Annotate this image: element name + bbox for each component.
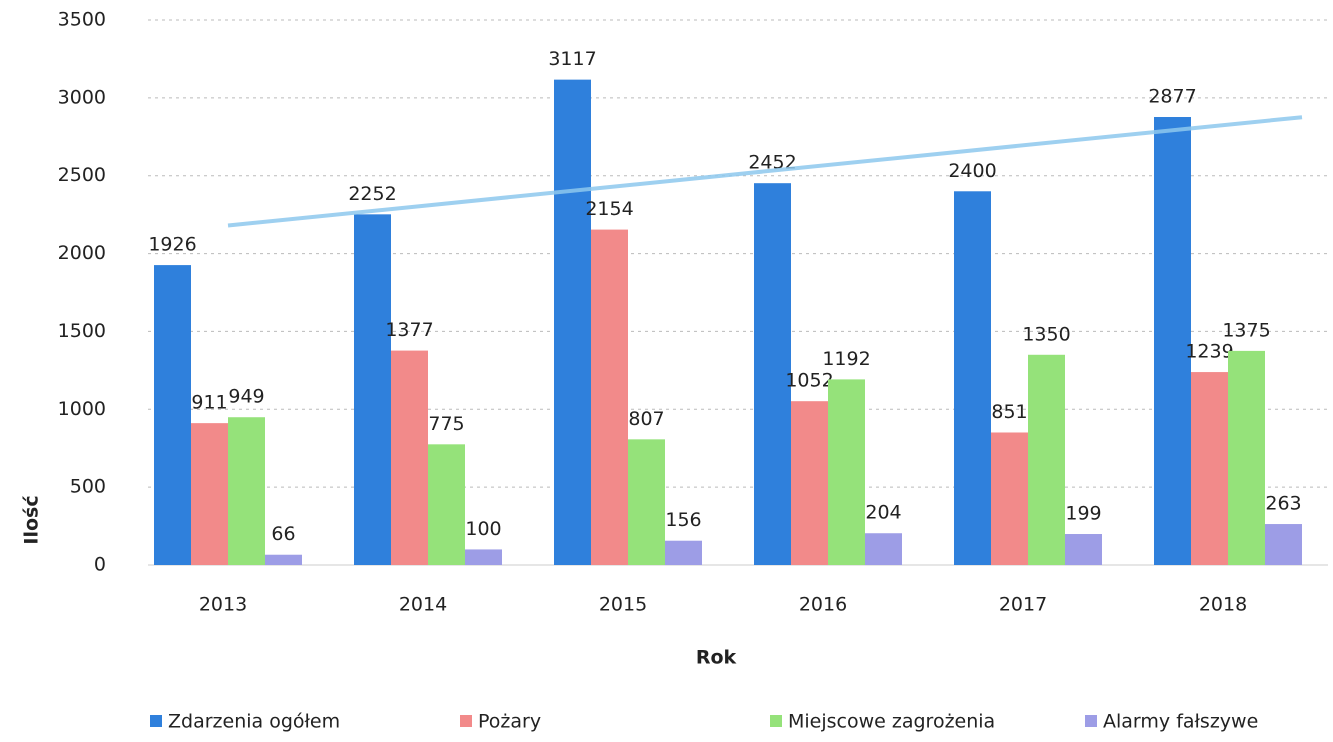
bar [1154,117,1191,565]
data-label: 1377 [385,319,433,341]
y-tick-label: 3000 [58,86,106,108]
data-label: 156 [665,509,701,531]
y-tick-label: 3500 [58,9,106,31]
data-label: 949 [228,386,264,408]
data-label: 1926 [148,234,196,256]
data-label: 2154 [585,198,633,220]
data-label: 775 [428,413,464,435]
legend-label: Zdarzenia ogółem [168,711,340,733]
data-label: 851 [991,401,1027,423]
legend-swatch [770,715,782,727]
bar [465,549,502,565]
x-axis-title: Rok [696,647,737,669]
bar [265,554,302,565]
bar [554,79,591,565]
data-label: 1375 [1222,319,1270,341]
bar [191,423,228,565]
bar [865,533,902,565]
y-tick-label: 500 [70,476,106,498]
data-label: 2400 [948,160,996,182]
x-tick-label: 2018 [1199,594,1247,616]
bar [1065,534,1102,565]
bar [154,265,191,565]
bar [665,540,702,565]
data-label: 3117 [548,48,596,70]
data-label: 204 [865,502,901,524]
trend-line [227,115,1303,228]
legend-label: Alarmy fałszywe [1103,711,1258,733]
data-label: 1350 [1022,323,1070,345]
bar [354,214,391,565]
legend-label: Pożary [478,711,541,733]
bar [391,350,428,565]
bar [1028,354,1065,565]
x-tick-label: 2013 [199,594,247,616]
data-label: 911 [191,392,227,414]
legend-swatch [460,715,472,727]
y-tick-label: 1000 [58,398,106,420]
bar [791,401,828,565]
legend-label: Miejscowe zagrożenia [788,711,995,733]
legend-swatch [1085,715,1097,727]
bar [1228,350,1265,565]
y-tick-label: 0 [94,554,106,576]
data-label: 1192 [822,348,870,370]
data-label: 2252 [348,183,396,205]
bar [1191,372,1228,565]
bar [428,444,465,565]
bar [754,183,791,565]
y-tick-label: 2000 [58,242,106,264]
x-tick-label: 2016 [799,594,847,616]
bar [954,191,991,566]
data-label: 263 [1265,493,1301,515]
data-label: 2877 [1148,86,1196,108]
data-label: 1052 [785,370,833,392]
data-label: 66 [271,523,295,545]
y-tick-label: 1500 [58,320,106,342]
bar [228,417,265,565]
y-axis-title: Ilość [21,495,43,544]
bar [591,229,628,565]
bar [991,432,1028,565]
x-tick-label: 2015 [599,594,647,616]
bar [828,379,865,565]
data-label: 199 [1065,503,1101,525]
x-tick-label: 2014 [399,594,447,616]
bar [1265,524,1302,565]
data-label: 807 [628,408,664,430]
legend-swatch [150,715,162,727]
y-tick-label: 2500 [58,164,106,186]
data-label: 100 [465,518,501,540]
bar [628,439,665,565]
data-label: 1239 [1185,341,1233,363]
x-tick-label: 2017 [999,594,1047,616]
